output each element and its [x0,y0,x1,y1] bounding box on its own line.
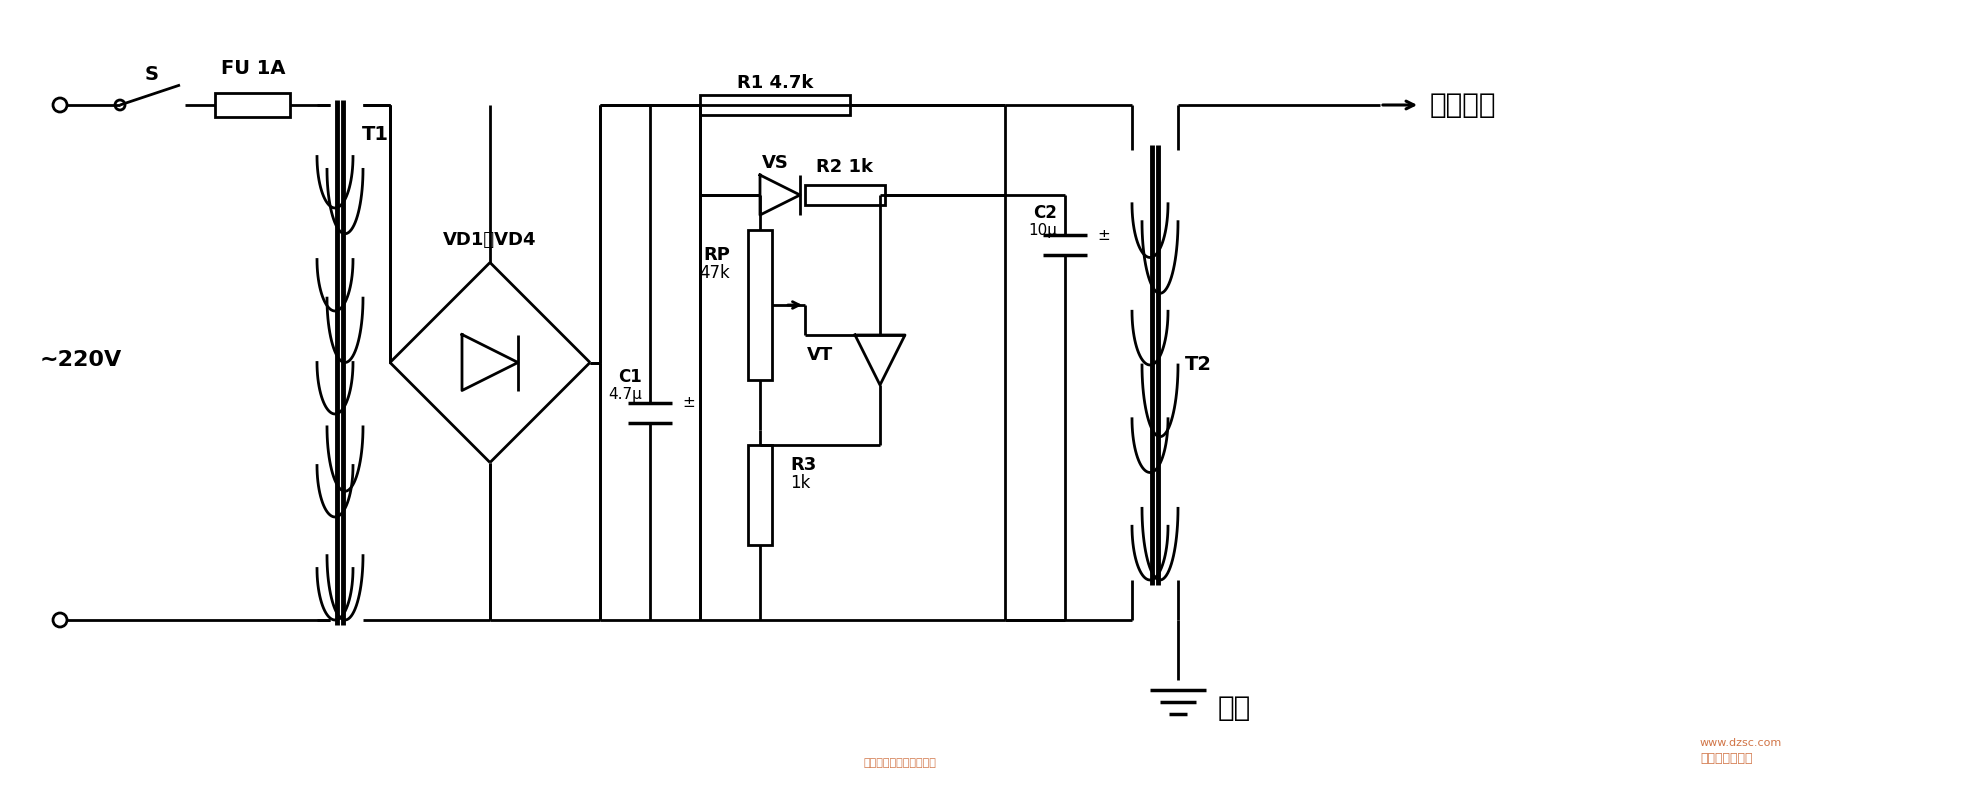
Text: 4.7μ: 4.7μ [608,387,642,402]
Text: S: S [145,66,159,85]
Bar [214,93,289,117]
Text: 10μ: 10μ [1029,222,1056,238]
Text: 维库电子市场网: 维库电子市场网 [1701,752,1752,765]
Bar [700,95,850,115]
Bar [747,230,773,380]
Text: R2 1k: R2 1k [817,158,874,176]
Polygon shape [759,175,801,215]
Text: R1 4.7k: R1 4.7k [737,74,813,92]
Text: VS: VS [761,154,789,172]
Text: 接地: 接地 [1219,694,1251,722]
Text: R3: R3 [791,456,817,474]
Bar [805,185,886,205]
Text: RP: RP [704,246,729,264]
Text: C2: C2 [1033,204,1056,222]
Text: VD1～VD4: VD1～VD4 [444,231,537,250]
Text: ±: ± [1096,227,1110,242]
Text: T2: T2 [1185,355,1213,374]
Text: FU 1A: FU 1A [220,58,285,78]
Text: T1: T1 [361,126,388,145]
Text: 专业电子元器件交易网站: 专业电子元器件交易网站 [864,758,936,768]
Text: 47k: 47k [700,264,729,282]
Polygon shape [854,335,906,385]
Text: ±: ± [682,395,696,410]
Text: 1k: 1k [791,474,811,492]
Text: www.dzsc.com: www.dzsc.com [1701,738,1782,748]
Polygon shape [462,334,517,390]
Text: 接电围栏: 接电围栏 [1429,91,1496,119]
Text: C1: C1 [618,369,642,386]
Text: ~220V: ~220V [40,350,123,370]
Text: VT: VT [807,346,832,364]
Bar [747,445,773,545]
